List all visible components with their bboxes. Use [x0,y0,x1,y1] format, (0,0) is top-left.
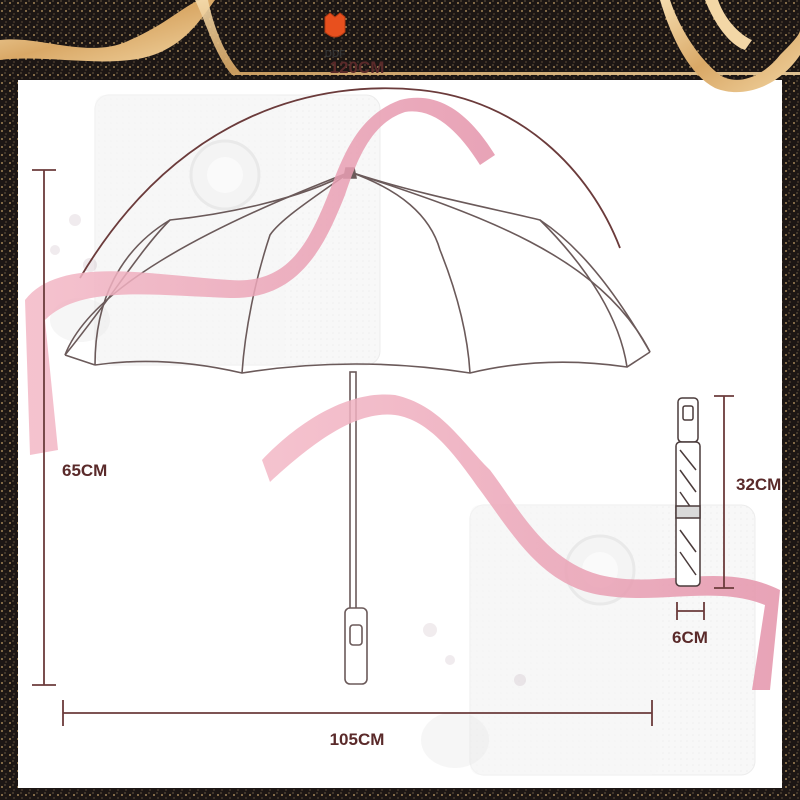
height-dimension-line [32,169,56,686]
height-label: 65CM [62,461,107,480]
background-projector-top [94,94,381,366]
folded-diameter-label: 6CM [672,628,708,647]
folded-length-dimension-line [714,395,734,589]
flower-decoration-left [50,214,110,342]
pink-ribbon-top [25,97,495,455]
gold-ribbon-right [660,0,800,93]
shield-crown-icon [324,12,346,38]
canopy-arc-line [79,87,621,279]
umbrella-folded-illustration [675,397,701,587]
canopy-arc-label: 120CM [330,58,385,77]
background-projector-bottom [469,504,756,776]
brand-name: DDF [325,49,346,60]
pink-ribbon-bottom [262,394,780,690]
width-dimension-line [62,700,653,726]
folded-diameter-dimension-line [676,602,705,620]
folded-length-label: 32CM [736,475,781,494]
brand-logo: DDF [324,12,346,60]
gold-ribbon-left [0,0,800,75]
width-label: 105CM [330,730,385,749]
flower-decoration-right [421,623,526,768]
